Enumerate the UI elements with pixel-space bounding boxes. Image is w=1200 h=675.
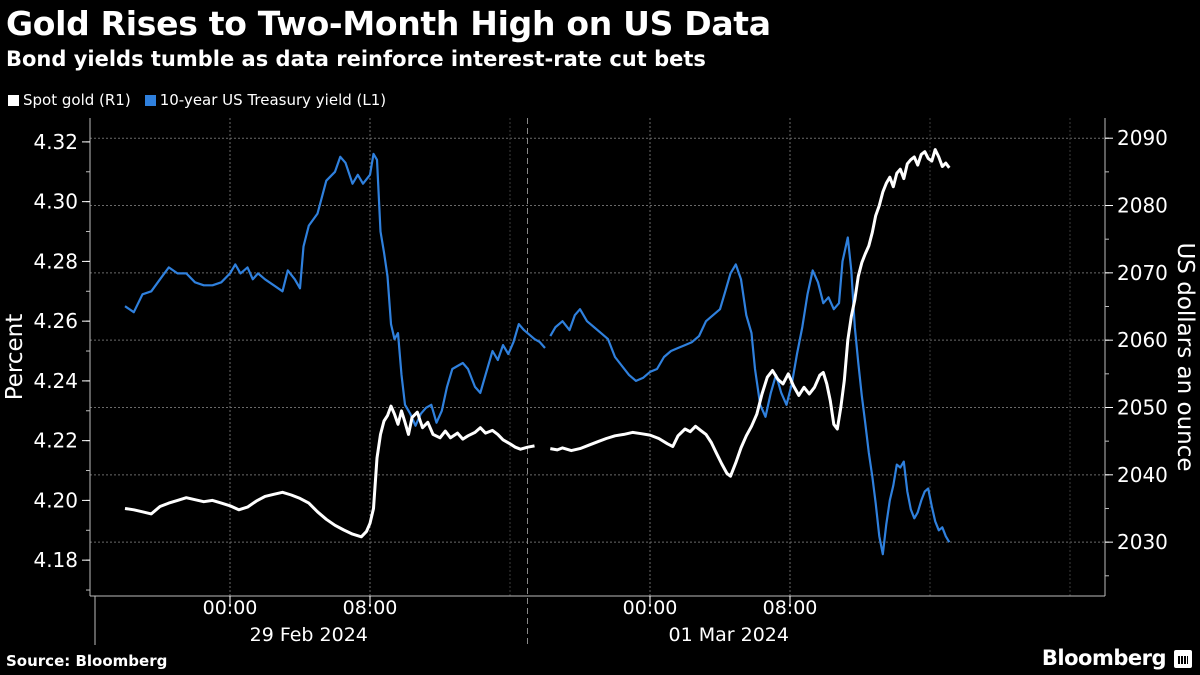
right-axis-tick-label: 2030 — [1117, 530, 1168, 554]
left-axis-tick-label: 4.20 — [33, 488, 78, 512]
chart-legend: Spot gold (R1) 10-year US Treasury yield… — [8, 91, 386, 109]
left-axis-tick-label: 4.18 — [33, 548, 78, 572]
left-axis-title: Percent — [2, 314, 28, 401]
left-axis-tick-label: 4.30 — [33, 190, 78, 214]
right-axis-tick-label: 2070 — [1117, 261, 1168, 285]
right-axis-tick-label: 2090 — [1117, 126, 1168, 150]
gold-swatch — [8, 94, 19, 106]
legend-yield-label: 10-year US Treasury yield (L1) — [159, 91, 387, 109]
chart-title: Gold Rises to Two-Month High on US Data — [6, 4, 771, 43]
brand-wordmark: Bloomberg — [1041, 646, 1167, 670]
x-axis-tick-label: 08:00 — [343, 597, 398, 619]
yield-swatch — [144, 94, 156, 106]
treasury-yield-line — [549, 236, 951, 556]
x-axis-date-label: 29 Feb 2024 — [250, 624, 368, 646]
left-axis-tick-label: 4.22 — [33, 429, 78, 453]
chart-subtitle: Bond yields tumble as data reinforce int… — [6, 47, 706, 71]
left-axis-tick-label: 4.24 — [33, 369, 78, 393]
left-axis-tick-label: 4.26 — [33, 309, 78, 333]
x-axis-tick-label: 00:00 — [623, 597, 678, 619]
legend-gold-label: Spot gold (R1) — [23, 91, 131, 109]
right-axis-tick-label: 2050 — [1117, 395, 1168, 419]
x-axis-tick-label: 00:00 — [203, 597, 258, 619]
spot-gold-line — [550, 148, 951, 478]
spot-gold-line — [124, 404, 535, 539]
left-axis-tick-label: 4.28 — [33, 249, 78, 273]
x-axis-date-label: 01 Mar 2024 — [669, 624, 789, 646]
right-axis-tick-label: 2060 — [1117, 328, 1168, 352]
x-axis-tick-label: 08:00 — [763, 597, 818, 619]
bloomberg-logo-icon — [1174, 650, 1192, 668]
source-note: Source: Bloomberg — [6, 652, 168, 670]
right-axis-tick-label: 2040 — [1117, 463, 1168, 487]
right-axis-tick-label: 2080 — [1117, 194, 1168, 218]
legend-item-yield: 10-year US Treasury yield (L1) — [144, 91, 387, 109]
legend-item-gold: Spot gold (R1) — [8, 91, 131, 109]
treasury-yield-line — [124, 152, 546, 427]
left-axis-tick-label: 4.32 — [33, 130, 78, 154]
right-axis-title: US dollars an ounce — [1172, 242, 1198, 471]
